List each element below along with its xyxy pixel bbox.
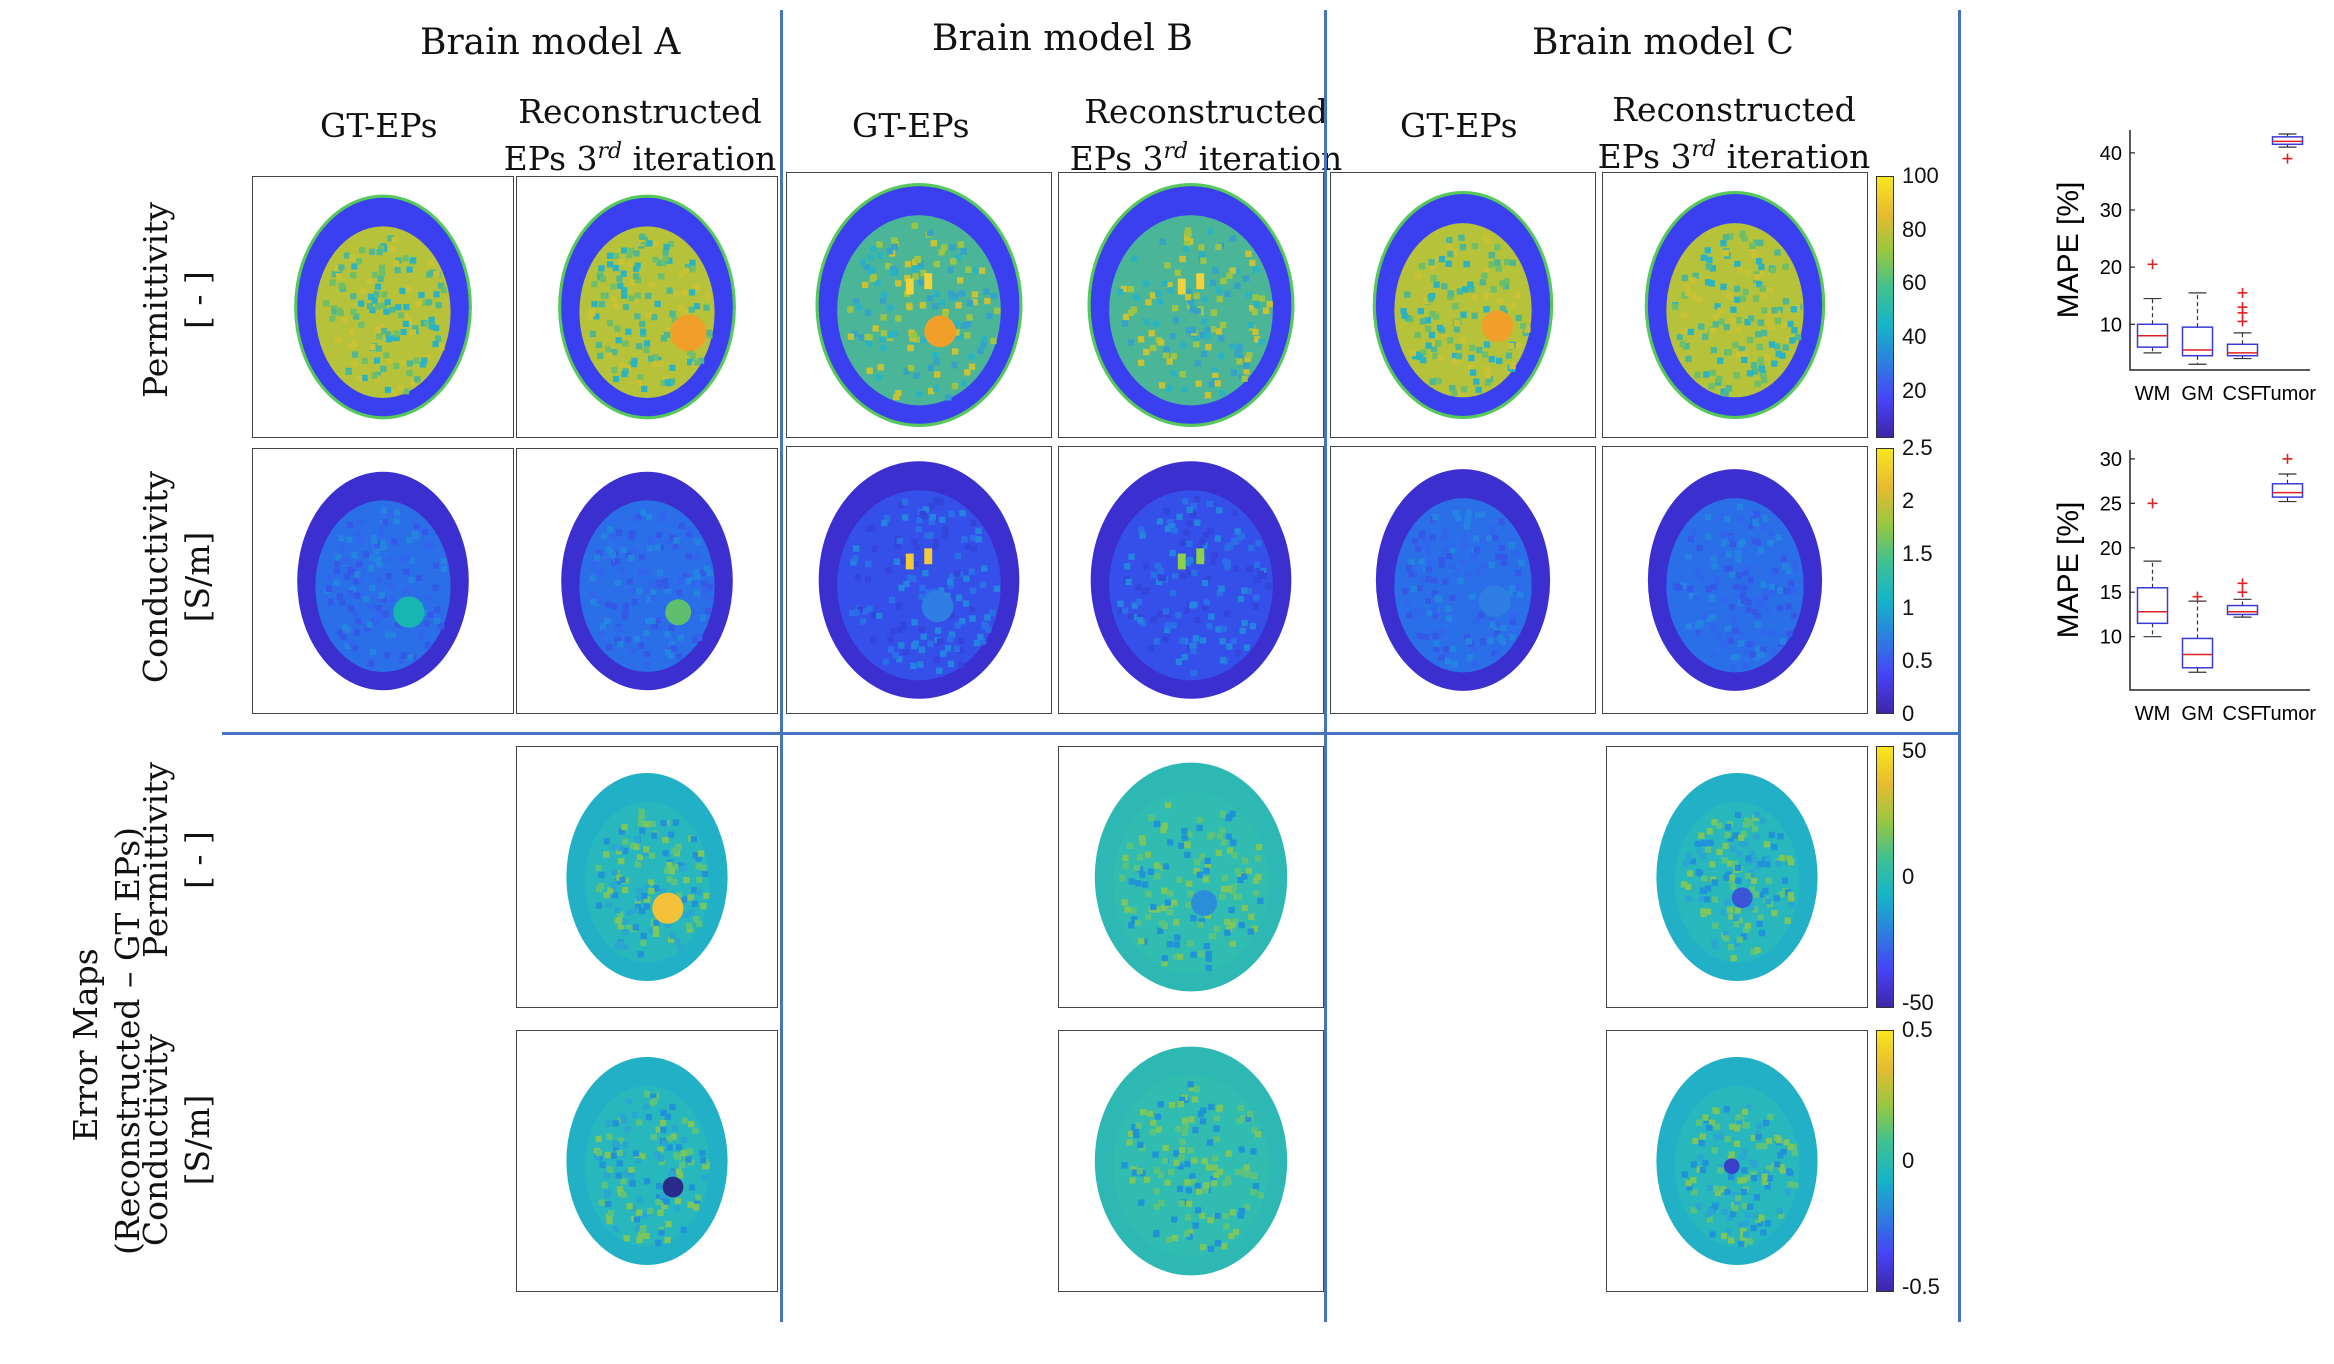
box-gm <box>2181 591 2214 673</box>
colorbar-tick: 1.5 <box>1902 541 1933 567</box>
box-wm <box>2136 259 2169 354</box>
box-tumor <box>2271 453 2304 503</box>
colorbar-tick: 2.5 <box>1902 435 1933 460</box>
row-label-conductivity: Conductivity [S/m] <box>136 470 217 684</box>
colorbar-tick: 0.5 <box>1902 1017 1933 1042</box>
header-brain-model-a: Brain model A <box>420 22 681 63</box>
map-cond-gt-b <box>786 446 1052 714</box>
box-csf <box>2226 287 2259 360</box>
header-brain-model-b: Brain model B <box>932 18 1193 59</box>
box-ytick-label: 15 <box>2100 582 2122 604</box>
colorbar-error-conductivity <box>1876 1030 1894 1292</box>
map-perm-gt-a <box>252 176 514 438</box>
box-gm <box>2181 292 2214 365</box>
colorbar-permittivity <box>1876 176 1894 438</box>
colorbar-tick: 20 <box>1902 377 1927 403</box>
box-category-label: CSF <box>2223 383 2263 405</box>
colorbar-tick: 100 <box>1902 163 1939 188</box>
box-category-label: Tumor <box>2259 383 2316 405</box>
box-axis <box>2129 130 2310 371</box>
box-csf <box>2226 578 2259 618</box>
row-label-permittivity: Permittivity[ - ] <box>136 201 217 399</box>
error-cond-c <box>1606 1030 1868 1292</box>
colorbar-tick: -50 <box>1902 989 1934 1015</box>
map-cond-recon-b <box>1058 446 1324 714</box>
map-perm-gt-b <box>786 172 1052 438</box>
box-ytick-label: 20 <box>2100 538 2122 560</box>
map-perm-gt-c <box>1330 172 1596 438</box>
colorbar-tick: 1 <box>1902 594 1915 620</box>
divider-a-b <box>780 10 783 1322</box>
box-ytick-label: 10 <box>2100 627 2122 649</box>
map-perm-recon-b <box>1058 172 1324 438</box>
colorbar-error-permittivity <box>1876 746 1894 1008</box>
map-cond-gt-c <box>1330 446 1596 714</box>
box-axis <box>2129 450 2310 691</box>
subheader-recon-c: Reconstructed EPs 3rd iteration <box>1597 90 1871 176</box>
error-perm-c <box>1606 746 1868 1008</box>
colorbar-tick: 80 <box>1902 216 1927 242</box>
colorbar-tick: 0 <box>1902 1148 1915 1173</box>
colorbar-tick: 40 <box>1902 324 1927 350</box>
box-category-label: WM <box>2135 703 2171 725</box>
error-perm-b <box>1058 746 1324 1008</box>
box-category-label: Tumor <box>2259 703 2316 725</box>
box-ytick-label: 10 <box>2100 314 2122 336</box>
error-cond-a <box>516 1030 778 1292</box>
colorbar-tick: 0 <box>1902 864 1915 889</box>
divider-error-maps <box>222 732 1958 735</box>
divider-b-c <box>1324 10 1327 1322</box>
colorbar-tick: -0.5 <box>1902 1273 1940 1299</box>
subheader-recon-a: Reconstructed EPs 3rd iteration <box>503 92 777 178</box>
box-ylabel: MAPE [%] <box>2052 182 2085 319</box>
box-ytick-label: 25 <box>2100 493 2122 515</box>
subheader-recon-b: Reconstructed EPs 3rd iteration <box>1069 92 1343 178</box>
box-category-label: WM <box>2135 383 2171 405</box>
box-category-label: GM <box>2181 383 2213 405</box>
subheader-gt-a: GT-EPs <box>320 106 438 145</box>
colorbar-tick: 2 <box>1902 488 1915 514</box>
map-perm-recon-a <box>516 176 778 438</box>
map-cond-gt-a <box>252 448 514 714</box>
error-cond-b <box>1058 1030 1324 1292</box>
map-cond-recon-a <box>516 448 778 714</box>
box-ylabel: MAPE [%] <box>2052 502 2085 639</box>
map-cond-recon-c <box>1602 446 1868 714</box>
box-ytick-label: 30 <box>2100 449 2122 471</box>
box-tumor <box>2271 133 2304 164</box>
error-perm-a <box>516 746 778 1008</box>
divider-c-plots <box>1958 10 1961 1322</box>
colorbar-tick: 50 <box>1902 738 1927 764</box>
row-label-error-maps: Error Maps (Reconstructed – GT EPs) <box>66 826 147 1255</box>
box-ytick-label: 20 <box>2100 257 2122 279</box>
colorbar-conductivity <box>1876 448 1894 714</box>
box-category-label: GM <box>2181 703 2213 725</box>
box-category-label: CSF <box>2223 703 2263 725</box>
subheader-gt-b: GT-EPs <box>852 106 970 145</box>
box-ytick-label: 30 <box>2100 200 2122 222</box>
box-ytick-label: 40 <box>2100 143 2122 165</box>
map-perm-recon-c <box>1602 172 1868 438</box>
colorbar-tick: 60 <box>1902 270 1927 296</box>
subheader-gt-c: GT-EPs <box>1400 106 1518 145</box>
header-brain-model-c: Brain model C <box>1532 22 1794 63</box>
colorbar-tick: 0.5 <box>1902 647 1933 673</box>
box-wm <box>2136 498 2169 638</box>
colorbar-tick: 0 <box>1902 701 1915 726</box>
